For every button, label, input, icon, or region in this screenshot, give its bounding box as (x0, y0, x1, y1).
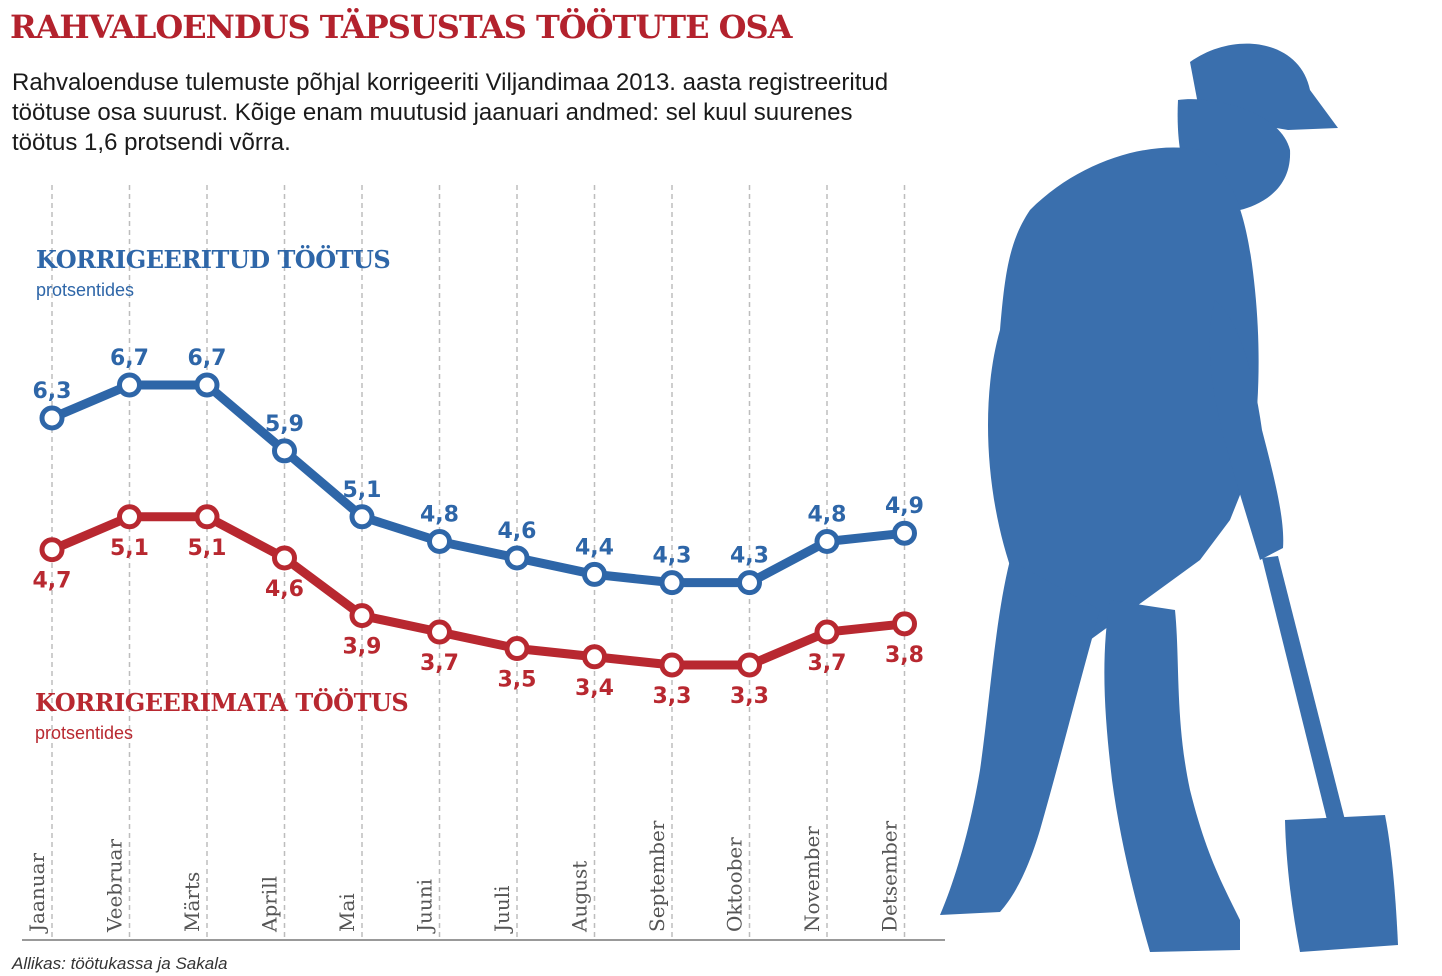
data-point (814, 619, 840, 645)
x-tick-label: Mai (335, 893, 359, 932)
data-label: 5,1 (110, 536, 149, 561)
x-tick-label: Veebruar (103, 839, 127, 933)
data-point (892, 520, 917, 546)
legend-uncorrected: KORRIGEERIMATA TÖÖTUS (35, 688, 408, 717)
data-label: 6,7 (110, 346, 149, 371)
intro-line: töötus 1,6 protsendi võrra. (12, 129, 291, 156)
x-tick-label: Juuli (490, 885, 514, 934)
data-point (814, 528, 840, 554)
data-label: 3,5 (498, 668, 537, 693)
x-tick-label: Oktoober (723, 837, 747, 932)
data-point (39, 405, 65, 431)
data-point (194, 504, 220, 530)
data-label: 3,7 (420, 651, 459, 676)
data-label: 5,1 (188, 536, 227, 561)
x-tick-label: September (645, 820, 669, 932)
data-point (737, 652, 762, 678)
data-point (659, 570, 685, 596)
data-point (504, 545, 530, 571)
source-note: Allikas: töötukassa ja Sakala (12, 954, 228, 973)
x-tick-label: Aprill (258, 876, 282, 933)
data-point (582, 644, 607, 670)
intro-text: Rahvaloenduse tulemuste põhjal korrigeer… (12, 68, 972, 158)
data-label: 4,7 (33, 569, 72, 594)
data-label: 5,9 (265, 412, 304, 437)
legend-corrected-unit: protsentides (36, 280, 134, 300)
intro-line: Rahvaloenduse tulemuste põhjal korrigeer… (12, 69, 889, 96)
data-label: 4,8 (420, 502, 459, 527)
legend-uncorrected-unit: protsentides (35, 723, 133, 743)
x-tick-label: Märts (180, 872, 204, 932)
data-label: 5,1 (343, 478, 382, 503)
data-point (272, 545, 297, 571)
data-point (427, 619, 452, 645)
data-label: 4,6 (265, 577, 304, 602)
data-label: 3,9 (343, 635, 382, 660)
legend-corrected: KORRIGEERITUD TÖÖTUS (36, 245, 390, 274)
data-point (194, 372, 220, 398)
data-point (892, 611, 917, 637)
series-line-corrected (47, 380, 909, 588)
data-label: 4,8 (808, 502, 847, 527)
data-point (117, 504, 142, 530)
data-label: 4,9 (885, 494, 924, 519)
data-label: 3,3 (653, 684, 692, 709)
data-point (349, 603, 375, 629)
x-tick-label: November (800, 826, 824, 932)
data-label: 3,7 (808, 651, 847, 676)
data-point (272, 438, 297, 464)
data-label: 3,3 (730, 684, 769, 709)
data-point (117, 372, 142, 398)
intro-line: töötuse osa suurust. Kõige enam muutusid… (12, 99, 853, 126)
x-tick-label: Juuni (413, 879, 437, 934)
data-label: 6,3 (33, 379, 72, 404)
x-tick-label: Jaanuar (25, 852, 49, 934)
chart-title: RAHVALOENDUS TÄPSUSTAS TÖÖTUTE OSA (10, 8, 792, 46)
series-line-uncorrected (47, 512, 909, 670)
data-label: 3,4 (575, 676, 614, 701)
x-tick-label: August (568, 861, 592, 933)
data-label: 4,3 (653, 544, 692, 569)
data-point (504, 636, 530, 662)
x-tick-label: Detsember (878, 820, 902, 932)
data-label: 3,8 (885, 643, 924, 668)
data-point (737, 570, 762, 596)
data-point (659, 652, 685, 678)
data-point (349, 504, 375, 530)
data-label: 4,6 (498, 519, 537, 544)
data-point (582, 561, 607, 587)
data-point (39, 537, 65, 563)
data-label: 4,4 (575, 535, 614, 560)
data-label: 6,7 (188, 346, 227, 371)
data-point (427, 528, 452, 554)
data-label: 4,3 (730, 544, 769, 569)
